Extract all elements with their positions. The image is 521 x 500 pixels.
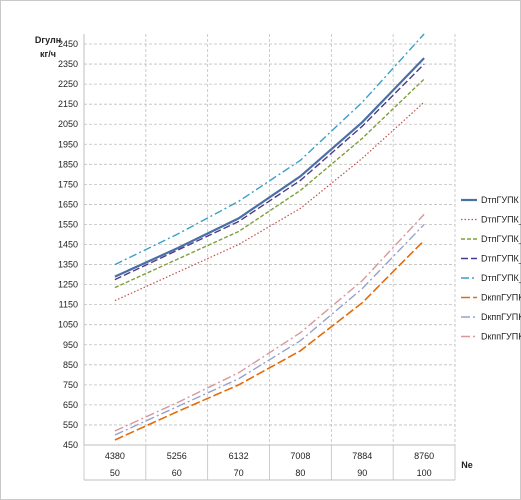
series-line-2 [114,101,425,302]
y-tick-label: 1550 [58,219,78,229]
series-line-7 [114,224,425,436]
legend-label-1: DтпГУПК [481,195,520,205]
series-line-5 [114,33,425,266]
x-tick-label: 4380 [105,451,125,461]
y-tick-label: 2150 [58,99,78,109]
y-tick-label: 1950 [58,139,78,149]
y-tick-label: 1450 [58,240,78,250]
y-tick-label: 1650 [58,199,78,209]
x-tick-label: 8760 [414,451,434,461]
y-tick-label: 1150 [59,300,78,310]
legend-label-5: DтпГУПК_4 [481,273,521,283]
x-axis-title: Ne [461,460,473,470]
x-tick-label-secondary: 50 [110,468,120,478]
y-tick-label: 1750 [58,179,78,189]
legend-label-3: DтпГУПК_2 [481,234,521,244]
series-line-8 [114,213,425,432]
x-tick-label: 7008 [290,451,310,461]
y-tick-label: 650 [63,400,78,410]
legend-label-6: DкппГУПК_1 [481,293,521,303]
series-line-6 [114,239,425,441]
legend-label-2: DтпГУПК_1 [481,215,521,225]
y-tick-label: 950 [63,340,78,350]
x-tick-label-secondary: 90 [357,468,367,478]
series-line-4 [114,63,425,281]
x-tick-label-secondary: 100 [417,468,432,478]
y-tick-label: 2350 [58,59,78,69]
y-tick-label: 1850 [58,159,78,169]
x-tick-label-secondary: 60 [172,468,182,478]
y-tick-label: 550 [63,420,78,430]
x-tick-label: 7884 [352,451,372,461]
y-tick-label: 850 [63,360,78,370]
x-tick-label-secondary: 70 [234,468,244,478]
series-line-3 [114,78,425,289]
y-tick-label: 1050 [58,320,78,330]
legend-label-8: DкппГУПК_3 [481,332,521,342]
legend: DтпГУПК DтпГУПК_1 DтпГУПК_2 DтпГУПК_3 DтпГУП… [461,195,521,342]
y-axis-title-line2: кг/ч [40,49,56,59]
y-tick-label: 750 [63,380,78,390]
y-axis-title-line1: Dгулн [35,35,61,45]
x-tick-label: 6132 [229,451,249,461]
tick-labels-layer: 450 550 650 750 850 950 1050 1150 1250 1350 1450 15… [58,39,434,478]
legend-label-7: DкппГУПК_2 [481,312,521,322]
x-tick-label-secondary: 80 [295,468,305,478]
y-tick-label: 2250 [58,79,78,89]
series-line-1 [114,57,425,278]
y-tick-label: 2450 [58,39,78,49]
y-tick-label: 2050 [58,119,78,129]
y-tick-label: 1350 [58,260,78,270]
y-tick-label: 1250 [58,280,78,290]
series-layer [114,33,425,441]
y-tick-label: 450 [63,440,78,450]
grid-layer [83,34,456,481]
legend-label-4: DтпГУПК_3 [481,254,521,264]
x-tick-label: 5256 [167,451,187,461]
